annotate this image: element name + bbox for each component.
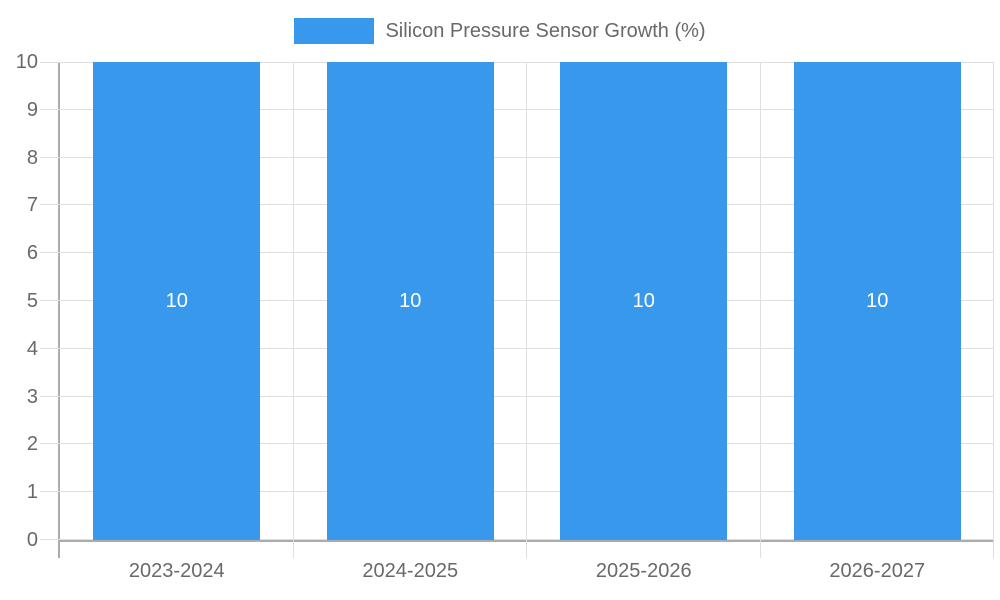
bar-value-label: 10 — [866, 289, 889, 312]
bar-2024-2025[interactable]: 10 — [326, 62, 494, 540]
y-axis-tick-label: 9 — [26, 98, 38, 121]
x-axis-category-label: 2023-2024 — [128, 560, 225, 582]
bar-value-label: 10 — [165, 289, 188, 312]
y-gridline — [40, 395, 994, 397]
y-gridline — [40, 62, 994, 63]
bar-value-label: 10 — [632, 289, 655, 312]
y-axis-tick-label: 4 — [26, 337, 38, 360]
bar-2025-2026[interactable]: 10 — [560, 62, 728, 540]
y-gridline — [40, 491, 994, 493]
y-gridline — [40, 204, 994, 206]
bar-value-label: 10 — [399, 289, 422, 312]
y-gridline — [40, 252, 994, 254]
y-axis-tick-label: 10 — [15, 51, 38, 73]
x-axis-category-label: 2024-2025 — [362, 560, 459, 582]
category-boundary-gridline — [526, 62, 527, 558]
y-axis-tick-label: 6 — [26, 242, 38, 265]
y-axis-tick-label: 5 — [26, 290, 38, 312]
y-axis-tick-label: 0 — [26, 529, 38, 551]
y-axis-tick-label: 1 — [26, 481, 38, 504]
x-axis-line — [60, 540, 994, 542]
bar-2026-2027[interactable]: 10 — [793, 62, 961, 540]
y-gridline — [40, 539, 994, 540]
legend-swatch-icon — [294, 18, 375, 44]
chart-legend[interactable]: Silicon Pressure Sensor Growth (%) — [0, 18, 1000, 44]
y-axis-line — [58, 62, 60, 558]
x-axis-category-label: 2026-2027 — [829, 560, 926, 582]
y-axis-tick-label: 2 — [26, 433, 38, 456]
category-boundary-gridline — [993, 62, 994, 558]
category-boundary-gridline — [759, 62, 761, 558]
legend-label: Silicon Pressure Sensor Growth (%) — [385, 20, 706, 42]
y-gridline — [40, 443, 994, 445]
y-gridline — [40, 108, 994, 110]
y-gridline — [40, 300, 994, 301]
y-axis-tick-label: 8 — [26, 146, 38, 169]
y-gridline — [40, 156, 994, 158]
y-axis-tick-label: 7 — [26, 194, 38, 217]
category-boundary-gridline — [292, 62, 294, 558]
plot-area: 10 10 10 10 — [40, 62, 994, 558]
x-axis-category-label: 2025-2026 — [595, 560, 692, 582]
y-axis-tick-label: 3 — [26, 385, 38, 408]
bar-2023-2024[interactable]: 10 — [93, 62, 261, 540]
y-gridline — [40, 347, 994, 349]
